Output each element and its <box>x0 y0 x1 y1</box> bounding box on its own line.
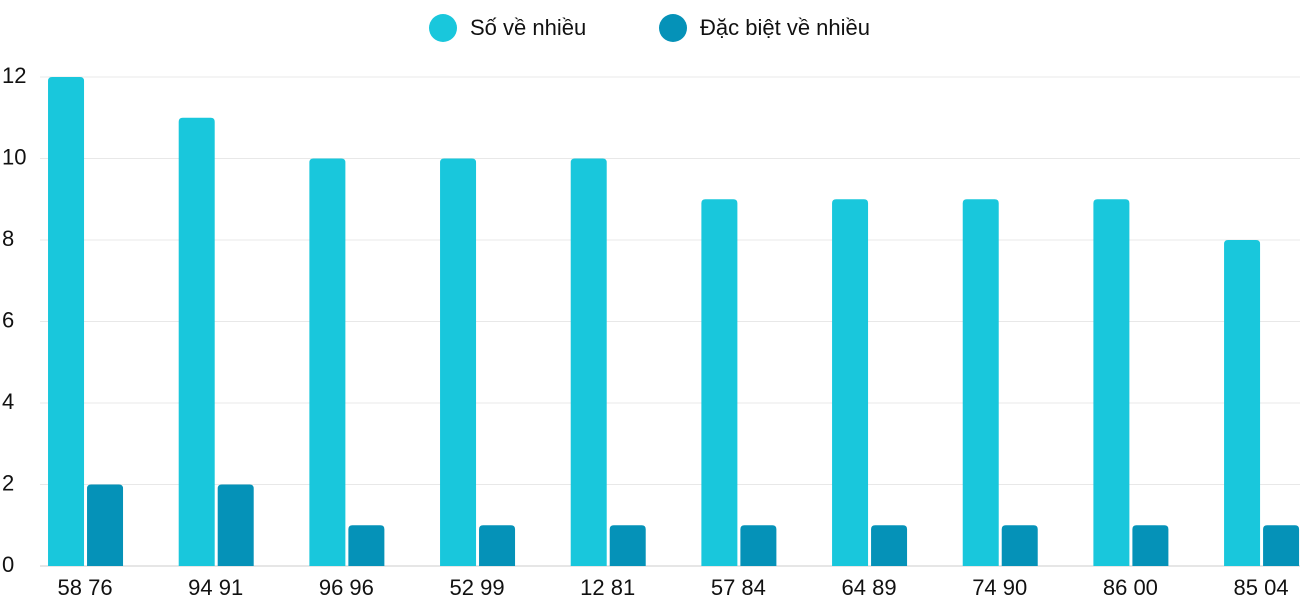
legend-marker <box>659 14 687 42</box>
bar <box>309 158 346 566</box>
y-tick-label: 8 <box>2 226 14 251</box>
bar <box>962 199 999 566</box>
bar <box>440 158 477 566</box>
x-tick-label: 57 84 <box>711 575 766 600</box>
bar <box>87 484 124 566</box>
bar <box>871 525 908 566</box>
bar <box>1263 525 1300 566</box>
bar <box>1001 525 1038 566</box>
x-tick-label: 96 96 <box>319 575 374 600</box>
bar <box>1093 199 1130 566</box>
bar <box>832 199 869 566</box>
bar <box>1132 525 1169 566</box>
x-tick-label: 64 89 <box>842 575 897 600</box>
bar <box>609 525 646 566</box>
bar <box>178 117 215 566</box>
legend-label: Đặc biệt về nhiều <box>700 15 870 40</box>
bar <box>48 77 85 566</box>
y-tick-label: 0 <box>2 552 14 577</box>
bar <box>217 484 254 566</box>
bar <box>1224 240 1261 566</box>
bar <box>570 158 607 566</box>
x-tick-label: 52 99 <box>450 575 505 600</box>
x-tick-label: 94 91 <box>188 575 243 600</box>
y-tick-label: 4 <box>2 389 14 414</box>
y-tick-label: 2 <box>2 470 14 495</box>
bar <box>479 525 516 566</box>
y-tick-label: 6 <box>2 307 14 332</box>
x-tick-label: 74 90 <box>972 575 1027 600</box>
y-tick-label: 12 <box>2 63 26 88</box>
legend-marker <box>429 14 457 42</box>
bar <box>348 525 385 566</box>
x-tick-label: 58 76 <box>58 575 113 600</box>
x-tick-label: 86 00 <box>1103 575 1158 600</box>
x-tick-label: 85 04 <box>1234 575 1289 600</box>
y-tick-label: 10 <box>2 144 26 169</box>
bar <box>701 199 738 566</box>
legend-label: Số về nhiều <box>470 15 586 40</box>
bar <box>740 525 777 566</box>
x-tick-label: 12 81 <box>580 575 635 600</box>
